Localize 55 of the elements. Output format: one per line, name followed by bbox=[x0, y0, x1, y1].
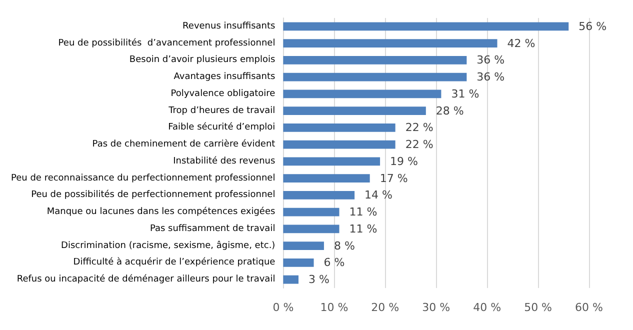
y-tick-label: Difficulté à acquérir de l’expérience pratique bbox=[73, 256, 276, 268]
bar bbox=[283, 22, 569, 31]
y-tick-label: Avantages insuffisants bbox=[174, 72, 276, 82]
y-tick-label: Peu de possibilités d’avancement professionnel bbox=[58, 37, 276, 48]
x-tick-label: 40 % bbox=[473, 301, 502, 314]
y-tick-label: Instabilité des revenus bbox=[173, 155, 276, 166]
data-label: 8 % bbox=[334, 239, 355, 252]
y-tick-label: Revenus insuffisants bbox=[182, 21, 276, 32]
y-tick-label: Refus ou incapacité de déménager ailleurs pour le travail bbox=[16, 274, 276, 285]
bar bbox=[283, 275, 298, 284]
x-tick-label: 0 % bbox=[272, 301, 294, 314]
bar bbox=[283, 224, 340, 234]
data-label: 14 % bbox=[364, 188, 393, 202]
y-tick-label: Peu de possibilités de perfectionnement professionnel bbox=[31, 189, 276, 200]
bar bbox=[283, 90, 442, 98]
data-label: 22 % bbox=[405, 138, 434, 152]
bar bbox=[283, 174, 370, 183]
y-tick-label: Pas suffisamment de travail bbox=[150, 224, 276, 234]
bar bbox=[283, 72, 467, 82]
x-tick-label: 50 % bbox=[524, 301, 552, 314]
y-tick-label: Faible sécurité d’emploi bbox=[168, 122, 276, 133]
y-tick-label: Besoin d’avoir plusieurs emplois bbox=[129, 55, 276, 66]
y-tick-label: Trop d’heures de travail bbox=[168, 106, 276, 116]
data-label: 17 % bbox=[380, 172, 408, 185]
bar bbox=[283, 208, 340, 216]
data-label: 56 % bbox=[578, 20, 607, 33]
x-tick-label: 20 % bbox=[371, 301, 400, 314]
bar bbox=[283, 157, 380, 166]
data-label: 11 % bbox=[349, 206, 378, 219]
data-label: 6 % bbox=[324, 256, 345, 270]
bar bbox=[283, 123, 396, 132]
data-label: 3 % bbox=[308, 273, 330, 286]
x-tick-label: 30 % bbox=[422, 301, 450, 314]
x-tick-label: 60 % bbox=[575, 301, 603, 314]
bar bbox=[283, 106, 426, 116]
data-label: 22 % bbox=[405, 121, 434, 134]
y-tick-label: Pas de cheminement de carrière évident bbox=[92, 138, 276, 150]
bar bbox=[283, 140, 396, 149]
bar bbox=[283, 258, 314, 267]
data-label: 36 % bbox=[476, 70, 505, 84]
y-tick-label: Peu de reconnaissance du perfectionnement professionnel bbox=[10, 173, 276, 184]
data-label: 19 % bbox=[390, 154, 418, 168]
data-label: 28 % bbox=[436, 104, 464, 118]
data-label: 11 % bbox=[349, 222, 378, 236]
bar bbox=[283, 39, 498, 48]
x-tick-label: 10 % bbox=[320, 301, 348, 314]
y-tick-label: Manque ou lacunes dans les compétences exigées bbox=[46, 206, 276, 218]
data-label: 42 % bbox=[507, 36, 536, 50]
bar bbox=[283, 190, 355, 200]
bar bbox=[283, 56, 467, 64]
bar bbox=[283, 242, 324, 250]
data-label: 31 % bbox=[451, 87, 480, 100]
y-tick-label: Discrimination (racisme, sexisme, âgisme, etc.) bbox=[61, 240, 276, 251]
y-tick-label: Polyvalence obligatoire bbox=[170, 88, 276, 99]
data-label: 36 % bbox=[476, 54, 505, 67]
